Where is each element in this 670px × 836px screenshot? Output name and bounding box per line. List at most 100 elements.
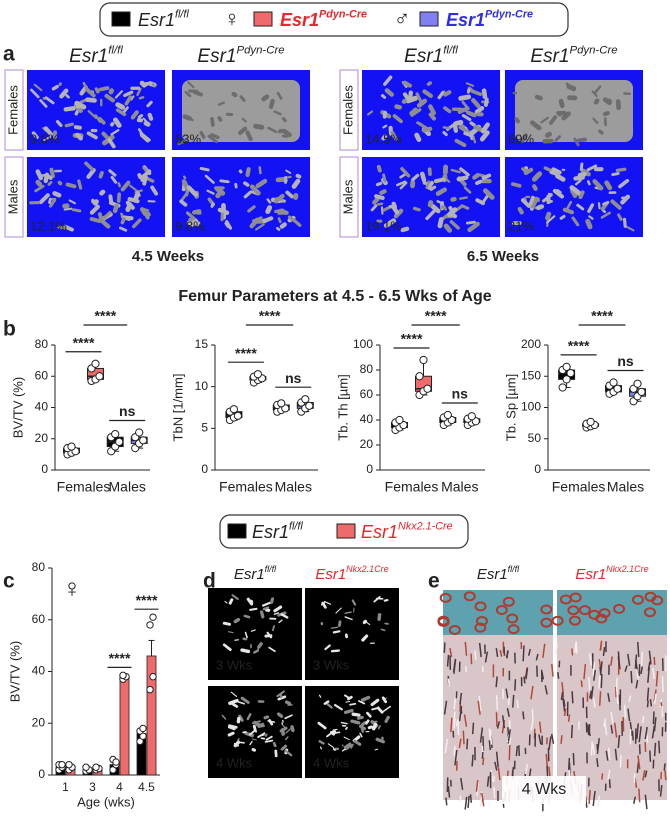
trabecula <box>536 204 545 211</box>
cell <box>568 615 581 626</box>
trabecula <box>332 729 337 735</box>
tissue <box>494 761 498 771</box>
ct-percent: 19.1% <box>365 218 402 233</box>
trabecula <box>420 171 427 183</box>
tissue <box>663 763 666 771</box>
tissue <box>567 758 571 771</box>
trabecula <box>272 741 277 748</box>
tissue <box>618 694 621 711</box>
tissue <box>538 734 542 745</box>
tissue <box>638 788 641 803</box>
trabecula <box>618 178 630 189</box>
tissue <box>477 700 481 715</box>
tissue <box>629 721 633 737</box>
trabecula <box>540 116 550 124</box>
data-point <box>586 417 595 426</box>
trabecula <box>559 214 566 220</box>
trabecula <box>562 207 575 215</box>
trabecula <box>318 694 322 698</box>
trabecula <box>120 217 126 225</box>
trabecula <box>544 131 552 138</box>
gene-label: Esr1fl/fl <box>477 564 520 583</box>
trabecula <box>238 169 243 174</box>
tissue <box>560 691 564 701</box>
tissue <box>460 777 464 790</box>
significance-label: ns <box>119 403 136 419</box>
trabecula <box>367 725 374 730</box>
trabecula <box>222 621 232 626</box>
tissue <box>530 685 534 700</box>
trabecula <box>465 220 476 225</box>
y-tick-label: 20 <box>32 715 46 729</box>
gene-allele: Nkx2.1Cre <box>346 564 389 574</box>
trabecula <box>528 195 535 206</box>
tissue <box>653 717 657 732</box>
trabecula <box>459 167 470 177</box>
tissue <box>631 730 634 741</box>
trabecula <box>414 132 422 142</box>
trabecula <box>285 728 292 734</box>
trabecula <box>77 179 83 190</box>
tissue <box>587 726 591 737</box>
tissue <box>506 650 509 659</box>
trabecula <box>520 198 531 208</box>
trabecula <box>449 220 460 230</box>
trabecula <box>332 748 336 751</box>
trabecula <box>434 177 446 184</box>
trabecula <box>576 203 585 211</box>
trabecula <box>281 116 287 123</box>
gene-name: Esr1 <box>361 522 398 542</box>
trabecula <box>250 629 256 632</box>
tissue <box>496 721 501 729</box>
trabecula <box>481 173 492 180</box>
trabecula <box>43 172 50 184</box>
tissue <box>471 754 474 767</box>
trabecula <box>402 80 412 88</box>
tissue <box>523 676 526 684</box>
trabecula <box>427 200 434 208</box>
gene-name: Esr1 <box>280 10 319 30</box>
x-tick-label: 3 <box>89 780 96 794</box>
trabecula <box>284 700 292 705</box>
trabecula <box>97 212 103 221</box>
x-tick-label: 4 <box>116 780 123 794</box>
trabecula <box>338 620 342 627</box>
group-label: 6.5 Weeks <box>467 248 539 265</box>
trabecula <box>447 207 458 218</box>
tissue <box>482 757 485 766</box>
tissue <box>453 745 456 757</box>
data-point <box>146 685 154 694</box>
tissue <box>647 667 651 683</box>
tissue <box>548 736 552 751</box>
y-tick-label: 60 <box>35 368 49 382</box>
significance-label: **** <box>109 650 131 666</box>
tissue <box>542 643 546 658</box>
data-point <box>562 362 571 371</box>
tissue <box>560 735 563 744</box>
tissue <box>501 715 506 729</box>
tissue <box>443 642 446 653</box>
trabecula <box>98 86 110 92</box>
trabecula <box>258 166 262 175</box>
image-label: 4 Wks <box>522 781 566 798</box>
trabecula <box>284 749 293 757</box>
trabecula <box>340 721 348 725</box>
trabecula <box>400 226 410 233</box>
trabecula <box>224 600 228 604</box>
trabecula <box>49 167 55 179</box>
trabecula <box>381 134 388 141</box>
trabecula <box>182 175 187 180</box>
trabecula <box>254 223 265 231</box>
trabecula <box>383 75 393 86</box>
x-tick-label: Males <box>275 479 312 495</box>
cell <box>448 624 461 635</box>
ct-percent: 21% <box>508 218 534 233</box>
trabecula <box>245 130 253 142</box>
tissue <box>562 699 566 707</box>
image-label: 3 Wks <box>216 657 253 672</box>
trabecula <box>551 167 562 175</box>
ct-slice <box>208 588 302 680</box>
trabecula <box>463 131 474 138</box>
tissue <box>605 750 609 761</box>
label-box <box>502 776 586 804</box>
